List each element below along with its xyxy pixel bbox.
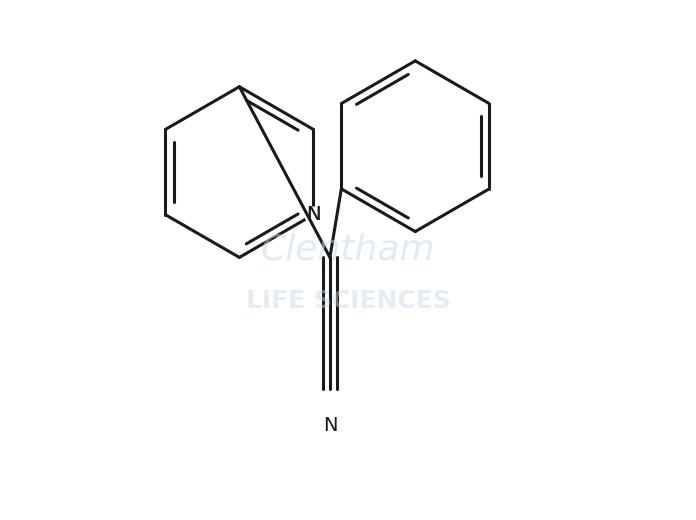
Text: N: N xyxy=(323,416,337,435)
Text: N: N xyxy=(306,205,321,224)
Text: N: N xyxy=(306,205,321,224)
Text: Clentham: Clentham xyxy=(260,232,436,267)
Text: LIFE SCIENCES: LIFE SCIENCES xyxy=(246,289,450,314)
